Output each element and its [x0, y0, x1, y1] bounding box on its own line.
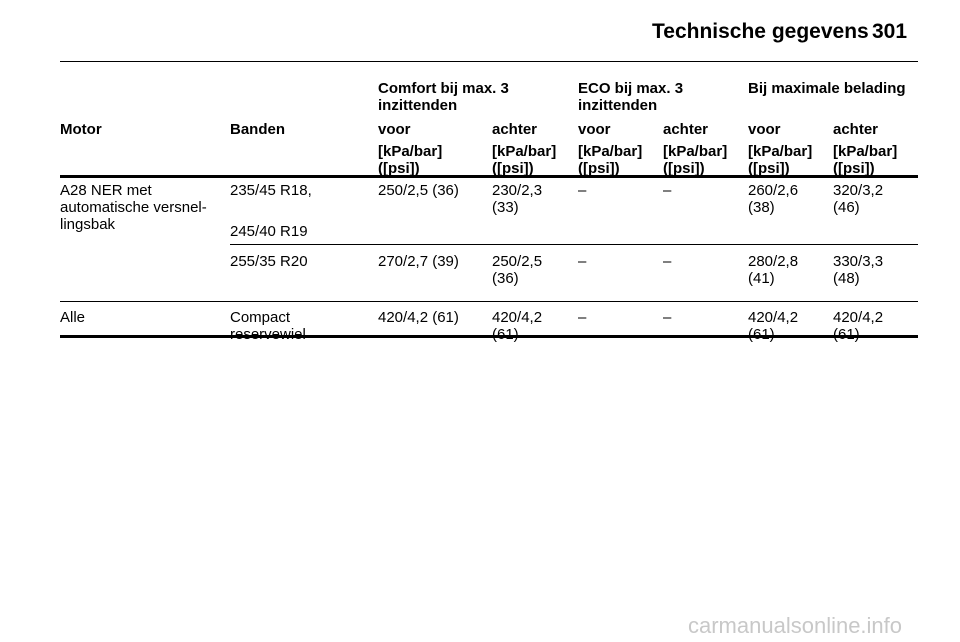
- motor: automatische versnel-: [60, 199, 207, 216]
- page-number: 301: [872, 20, 908, 43]
- tire-size: 245/40 R19: [230, 223, 308, 240]
- rule: [60, 301, 918, 302]
- unit-header: [kPa/bar] ([psi]): [492, 143, 557, 177]
- pressure-value: 420/4,2 (61): [748, 309, 799, 343]
- pressure-value: 330/3,3 (48): [833, 253, 884, 287]
- pressure-value: 250/2,5 (36): [492, 253, 543, 287]
- unit-header: [kPa/bar] ([psi]): [378, 143, 443, 177]
- pressure-value: –: [578, 182, 587, 199]
- pressure-value: 250/2,5 (36): [378, 182, 459, 199]
- pressure-value: –: [663, 182, 672, 199]
- column-header: voor: [578, 121, 611, 138]
- tire-size: Compact reservewiel: [230, 309, 306, 343]
- unit-header: [kPa/bar] ([psi]): [663, 143, 728, 177]
- pressure-value: –: [663, 253, 672, 270]
- column-header: voor: [378, 121, 411, 138]
- column-header: achter: [833, 121, 879, 138]
- rule: [230, 244, 918, 245]
- rule: [60, 335, 918, 338]
- unit-header: [kPa/bar] ([psi]): [748, 143, 813, 177]
- motor: Alle: [60, 309, 86, 326]
- motor: A28 NER met: [60, 182, 152, 199]
- group-header: ECO bij max. 3 inzittenden: [578, 80, 684, 114]
- pressure-value: 230/2,3 (33): [492, 182, 543, 216]
- column-header: achter: [492, 121, 538, 138]
- column-header: voor: [748, 121, 781, 138]
- rule: [60, 61, 918, 62]
- pressure-value: 270/2,7 (39): [378, 253, 459, 270]
- pressure-value: 420/4,2 (61): [378, 309, 459, 326]
- motor: lingsbak: [60, 216, 116, 233]
- column-header: Banden: [230, 121, 286, 138]
- pressure-value: 420/4,2 (61): [833, 309, 884, 343]
- group-header: Bij maximale belading: [748, 80, 906, 97]
- pressure-value: –: [578, 309, 587, 326]
- pressure-value: 260/2,6 (38): [748, 182, 799, 216]
- unit-header: [kPa/bar] ([psi]): [578, 143, 643, 177]
- tire-size: 235/45 R18,: [230, 182, 312, 199]
- column-header: Motor: [60, 121, 102, 138]
- group-header: Comfort bij max. 3 inzittenden: [378, 80, 509, 114]
- rule: [60, 175, 918, 178]
- pressure-value: –: [578, 253, 587, 270]
- pressure-value: 420/4,2 (61): [492, 309, 543, 343]
- column-header: achter: [663, 121, 709, 138]
- pressure-value: –: [663, 309, 672, 326]
- tire-size: 255/35 R20: [230, 253, 308, 270]
- watermark: carmanualsonline.info: [688, 613, 903, 638]
- unit-header: [kPa/bar] ([psi]): [833, 143, 898, 177]
- pressure-value: 280/2,8 (41): [748, 253, 799, 287]
- page-title: Technische gegevens: [652, 20, 869, 43]
- pressure-value: 320/3,2 (46): [833, 182, 884, 216]
